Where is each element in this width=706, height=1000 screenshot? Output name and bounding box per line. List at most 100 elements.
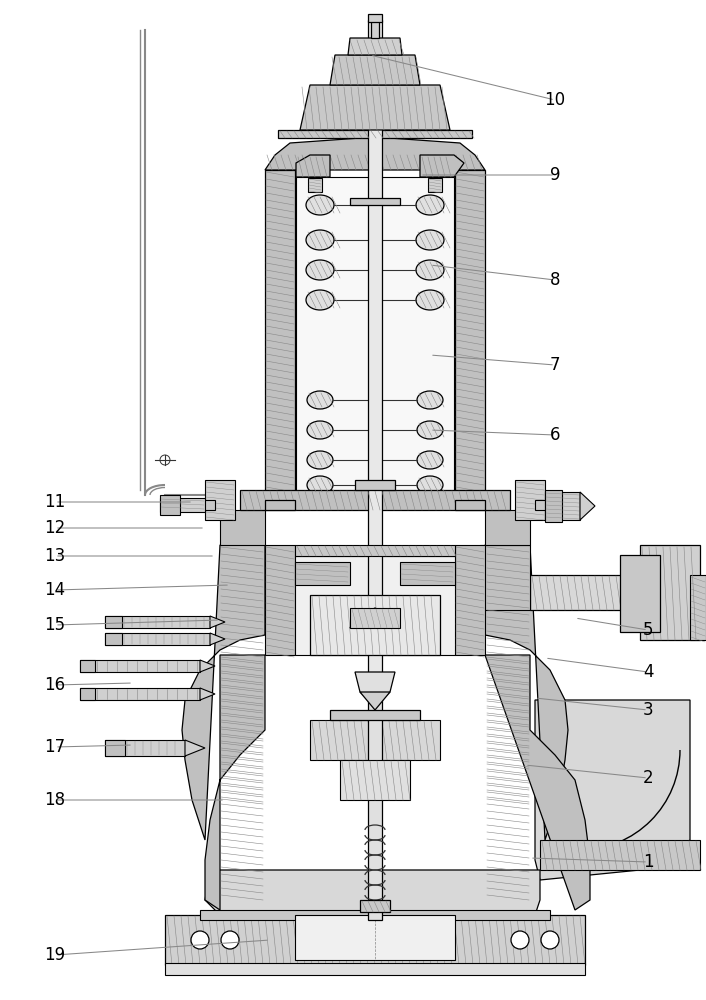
Polygon shape bbox=[640, 545, 700, 640]
Circle shape bbox=[541, 931, 559, 949]
Ellipse shape bbox=[306, 230, 334, 250]
Polygon shape bbox=[455, 170, 485, 500]
Polygon shape bbox=[165, 963, 585, 975]
Polygon shape bbox=[295, 545, 455, 556]
Text: 16: 16 bbox=[44, 676, 66, 694]
Polygon shape bbox=[530, 575, 700, 610]
Text: 9: 9 bbox=[550, 166, 561, 184]
Polygon shape bbox=[160, 495, 180, 515]
Polygon shape bbox=[620, 555, 660, 632]
Polygon shape bbox=[80, 688, 200, 700]
Polygon shape bbox=[296, 177, 454, 498]
Polygon shape bbox=[540, 840, 700, 870]
Polygon shape bbox=[105, 633, 122, 645]
Ellipse shape bbox=[307, 476, 333, 494]
Polygon shape bbox=[200, 660, 215, 672]
Polygon shape bbox=[265, 545, 295, 655]
Text: 13: 13 bbox=[44, 547, 66, 565]
Polygon shape bbox=[368, 700, 382, 920]
Polygon shape bbox=[690, 575, 706, 640]
Ellipse shape bbox=[417, 391, 443, 409]
Polygon shape bbox=[296, 155, 330, 177]
Polygon shape bbox=[105, 740, 125, 756]
Polygon shape bbox=[295, 556, 455, 655]
Text: 12: 12 bbox=[44, 519, 66, 537]
Polygon shape bbox=[200, 910, 550, 920]
Polygon shape bbox=[205, 655, 265, 910]
Polygon shape bbox=[198, 500, 215, 510]
Text: 15: 15 bbox=[44, 616, 66, 634]
Text: 14: 14 bbox=[44, 581, 66, 599]
Polygon shape bbox=[455, 500, 485, 510]
Polygon shape bbox=[295, 562, 350, 585]
Polygon shape bbox=[360, 900, 390, 912]
Polygon shape bbox=[105, 633, 210, 645]
Polygon shape bbox=[165, 915, 585, 965]
Ellipse shape bbox=[306, 260, 334, 280]
Text: 18: 18 bbox=[44, 791, 66, 809]
Polygon shape bbox=[545, 492, 580, 520]
Polygon shape bbox=[360, 692, 390, 710]
Polygon shape bbox=[80, 688, 95, 700]
Polygon shape bbox=[420, 155, 464, 177]
Polygon shape bbox=[371, 20, 379, 38]
Ellipse shape bbox=[307, 421, 333, 439]
Polygon shape bbox=[265, 137, 485, 170]
Polygon shape bbox=[348, 38, 402, 55]
Polygon shape bbox=[485, 655, 590, 910]
Polygon shape bbox=[300, 85, 450, 130]
Polygon shape bbox=[265, 170, 295, 500]
Text: 1: 1 bbox=[642, 853, 653, 871]
Ellipse shape bbox=[416, 195, 444, 215]
Text: 2: 2 bbox=[642, 769, 653, 787]
Text: 17: 17 bbox=[44, 738, 66, 756]
Polygon shape bbox=[182, 545, 265, 840]
Polygon shape bbox=[310, 720, 440, 760]
Polygon shape bbox=[368, 20, 382, 700]
Polygon shape bbox=[210, 633, 225, 645]
Polygon shape bbox=[368, 14, 382, 22]
Polygon shape bbox=[515, 480, 545, 520]
Polygon shape bbox=[185, 740, 205, 756]
Polygon shape bbox=[535, 700, 690, 880]
Polygon shape bbox=[455, 545, 485, 655]
Polygon shape bbox=[105, 616, 210, 628]
Text: 5: 5 bbox=[642, 621, 653, 639]
Ellipse shape bbox=[307, 451, 333, 469]
Text: 10: 10 bbox=[544, 91, 566, 109]
Ellipse shape bbox=[306, 195, 334, 215]
Polygon shape bbox=[428, 178, 442, 192]
Polygon shape bbox=[355, 480, 395, 490]
Text: 3: 3 bbox=[642, 701, 653, 719]
Ellipse shape bbox=[417, 476, 443, 494]
Polygon shape bbox=[220, 510, 265, 545]
Polygon shape bbox=[80, 660, 200, 672]
Ellipse shape bbox=[417, 421, 443, 439]
Polygon shape bbox=[545, 490, 562, 522]
Polygon shape bbox=[308, 178, 322, 192]
Polygon shape bbox=[205, 870, 540, 930]
Text: 6: 6 bbox=[550, 426, 561, 444]
Polygon shape bbox=[340, 760, 410, 800]
Ellipse shape bbox=[416, 260, 444, 280]
Polygon shape bbox=[240, 490, 510, 510]
Polygon shape bbox=[278, 130, 472, 138]
Polygon shape bbox=[330, 710, 420, 720]
Polygon shape bbox=[210, 616, 225, 628]
Ellipse shape bbox=[416, 230, 444, 250]
Polygon shape bbox=[330, 55, 420, 85]
Polygon shape bbox=[105, 616, 122, 628]
Polygon shape bbox=[480, 545, 530, 610]
Polygon shape bbox=[200, 688, 215, 700]
Polygon shape bbox=[350, 608, 400, 628]
Polygon shape bbox=[355, 672, 395, 705]
Polygon shape bbox=[400, 562, 455, 585]
Circle shape bbox=[221, 931, 239, 949]
Text: 4: 4 bbox=[642, 663, 653, 681]
Polygon shape bbox=[205, 480, 235, 520]
Text: 8: 8 bbox=[550, 271, 561, 289]
Polygon shape bbox=[350, 608, 400, 628]
Polygon shape bbox=[105, 740, 185, 756]
Circle shape bbox=[191, 931, 209, 949]
Circle shape bbox=[511, 931, 529, 949]
